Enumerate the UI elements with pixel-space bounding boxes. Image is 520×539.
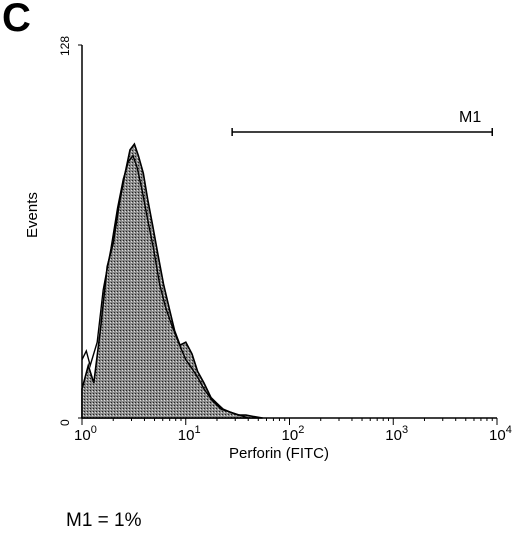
x-tick-label: 102 [282, 424, 305, 444]
gate-label: M1 [459, 109, 482, 126]
y-tick-label-max: 128 [58, 35, 72, 56]
x-tick-base: 10 [178, 427, 195, 444]
x-axis-label: Perforin (FITC) [229, 445, 330, 462]
x-tick-exponent: 2 [298, 424, 304, 436]
x-tick-label: 100 [74, 424, 97, 444]
series-layer [81, 142, 263, 419]
x-tick-base: 10 [489, 427, 506, 444]
x-tick-exponent: 0 [91, 424, 97, 436]
histogram-filled-series [81, 142, 263, 419]
gate-layer [231, 128, 494, 136]
x-tick-exponent: 4 [506, 424, 512, 436]
panel-label: C [2, 0, 31, 40]
x-tick-label: 103 [385, 424, 408, 444]
x-tick-base: 10 [385, 427, 402, 444]
gate-summary: M1 = 1% [66, 510, 142, 531]
y-tick-label-min: 0 [58, 419, 72, 426]
x-tick-base: 10 [74, 427, 91, 444]
histogram-outline-series [81, 154, 249, 419]
x-tick-base: 10 [282, 427, 299, 444]
x-tick-label: 101 [178, 424, 201, 444]
x-tick-exponent: 1 [194, 424, 200, 436]
x-tick-label-layer: 100 101 102 103 104 [74, 424, 512, 444]
y-axis-label: Events [24, 192, 41, 238]
x-tick-label: 104 [489, 424, 512, 444]
x-tick-exponent: 3 [402, 424, 408, 436]
